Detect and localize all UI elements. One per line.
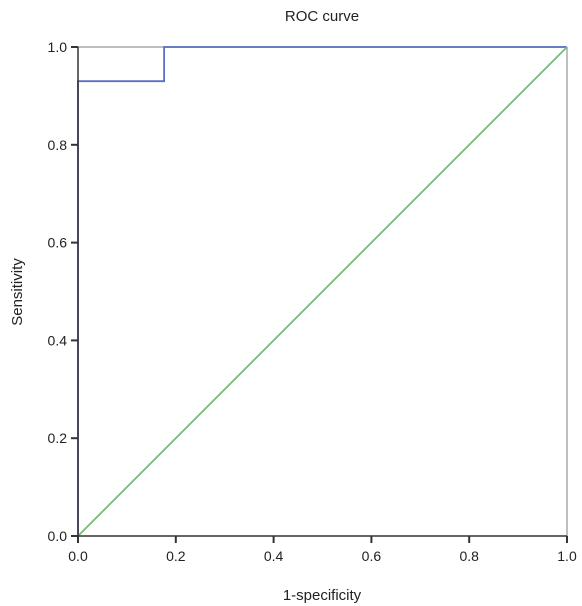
- y-tick-label-0: 0.0: [48, 528, 68, 544]
- plot-area: 0.0 0.2 0.4 0.6 0.8 1.0 0.0 0.2 0.4 0.6 0.8 1.0: [48, 39, 577, 564]
- y-axis-title: Sensitivity: [9, 258, 26, 326]
- x-tick-label-5: 1.0: [557, 548, 577, 564]
- chart-title: ROC curve: [285, 8, 359, 25]
- y-tick-label-5: 1.0: [48, 39, 68, 55]
- x-tick-label-4: 0.8: [459, 548, 479, 564]
- y-tick-label-4: 0.8: [48, 137, 68, 153]
- series-line-1: [77, 46, 568, 537]
- x-tick-label-1: 0.2: [166, 548, 186, 564]
- y-tick-label-3: 0.6: [48, 235, 68, 251]
- x-axis-title: 1-specificity: [283, 587, 362, 604]
- y-tick-label-2: 0.4: [48, 332, 68, 348]
- x-tick-label-0: 0.0: [68, 548, 88, 564]
- x-tick-label-3: 0.6: [362, 548, 382, 564]
- y-tick-label-1: 0.2: [48, 430, 68, 446]
- x-tick-label-2: 0.4: [264, 548, 284, 564]
